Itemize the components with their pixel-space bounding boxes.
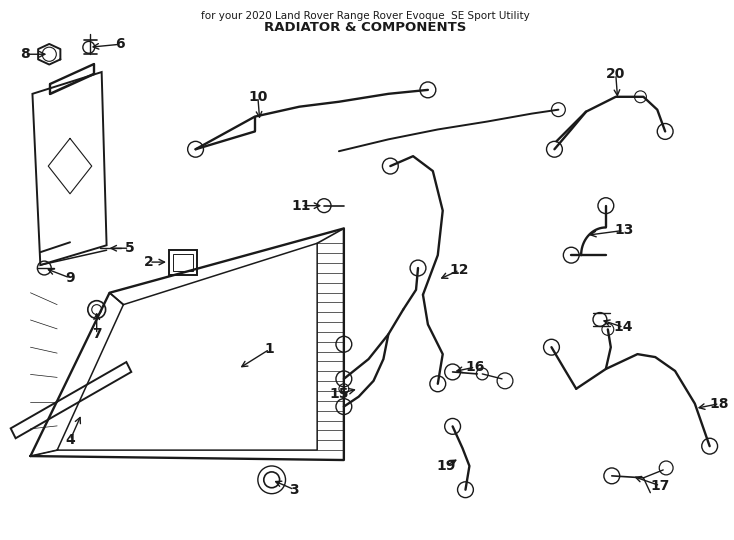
Bar [169, 250, 197, 275]
Text: 15: 15 [329, 387, 349, 401]
Text: 12: 12 [450, 263, 469, 277]
Text: 7: 7 [92, 327, 101, 341]
Text: 2: 2 [144, 255, 154, 269]
Text: 9: 9 [65, 271, 75, 285]
Text: 5: 5 [125, 241, 134, 255]
Text: 3: 3 [290, 483, 299, 497]
Text: 16: 16 [465, 360, 485, 374]
Text: for your 2020 Land Rover Range Rover Evoque  SE Sport Utility: for your 2020 Land Rover Range Rover Evo… [201, 11, 530, 21]
Bar [172, 254, 192, 271]
Text: RADIATOR & COMPONENTS: RADIATOR & COMPONENTS [264, 21, 467, 34]
Text: 20: 20 [606, 67, 625, 81]
Text: 1: 1 [265, 342, 275, 356]
Text: 14: 14 [614, 320, 633, 334]
Text: 18: 18 [710, 396, 730, 410]
Text: 4: 4 [65, 433, 75, 447]
Text: 11: 11 [291, 199, 311, 213]
Text: 6: 6 [115, 37, 124, 51]
Text: 17: 17 [650, 479, 670, 493]
Text: 10: 10 [248, 90, 267, 104]
Text: 8: 8 [20, 47, 29, 61]
Text: 13: 13 [614, 224, 633, 238]
Text: 19: 19 [436, 459, 455, 473]
